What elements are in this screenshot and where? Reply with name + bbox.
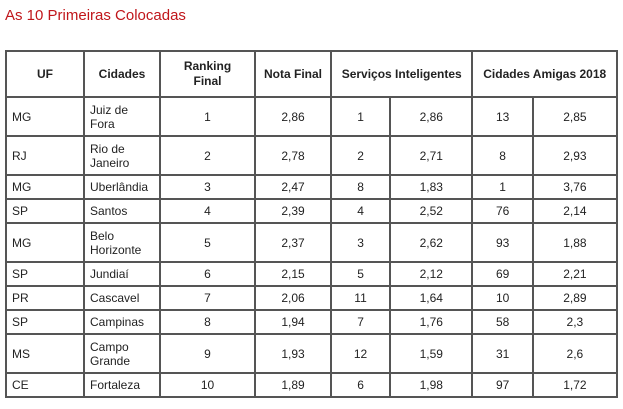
cell-amigas-nota: 2,85 — [531, 96, 619, 137]
cell-nota-final: 2,47 — [254, 174, 332, 200]
cell-ranking-final: 9 — [159, 333, 256, 374]
cell-servicos-nota: 2,86 — [389, 96, 474, 137]
cell-servicos-nota: 1,83 — [389, 174, 474, 200]
cell-servicos-rank: 11 — [329, 285, 392, 311]
cell-amigas-rank: 93 — [471, 222, 534, 263]
cell-amigas-rank: 10 — [471, 285, 534, 311]
cell-ranking-final: 2 — [159, 135, 256, 176]
cell-nota-final: 1,94 — [254, 309, 332, 335]
cell-amigas-rank: 76 — [471, 198, 534, 224]
cell-ranking-final: 10 — [159, 372, 256, 398]
cell-servicos-nota: 1,76 — [389, 309, 474, 335]
header-servicos-inteligentes: Serviços Inteligentes — [329, 50, 474, 98]
cell-uf: SP — [5, 261, 85, 287]
cell-uf: RJ — [5, 135, 85, 176]
cell-amigas-nota: 3,76 — [531, 174, 619, 200]
cell-nota-final: 2,15 — [254, 261, 332, 287]
cell-amigas-nota: 2,89 — [531, 285, 619, 311]
cell-city: Belo Horizonte — [83, 222, 161, 263]
header-ranking-final: Ranking Final — [159, 50, 256, 98]
cell-uf: PR — [5, 285, 85, 311]
cell-servicos-nota: 2,62 — [389, 222, 474, 263]
cell-nota-final: 2,39 — [254, 198, 332, 224]
header-nota-final: Nota Final — [254, 50, 332, 98]
cell-nota-final: 1,93 — [254, 333, 332, 374]
cell-amigas-rank: 97 — [471, 372, 534, 398]
cell-nota-final: 2,37 — [254, 222, 332, 263]
cell-servicos-rank: 6 — [329, 372, 392, 398]
cell-nota-final: 2,06 — [254, 285, 332, 311]
cell-servicos-rank: 7 — [329, 309, 392, 335]
table-row: SP Campinas 8 1,94 7 1,76 58 2,3 — [5, 309, 619, 335]
cell-servicos-rank: 4 — [329, 198, 392, 224]
cell-ranking-final: 5 — [159, 222, 256, 263]
cell-servicos-nota: 2,71 — [389, 135, 474, 176]
cell-uf: MG — [5, 96, 85, 137]
cell-amigas-rank: 1 — [471, 174, 534, 200]
cell-amigas-rank: 13 — [471, 96, 534, 137]
table-row: MG Uberlândia 3 2,47 8 1,83 1 3,76 — [5, 174, 619, 200]
table-row: SP Jundiaí 6 2,15 5 2,12 69 2,21 — [5, 261, 619, 287]
cell-amigas-rank: 69 — [471, 261, 534, 287]
cell-nota-final: 2,78 — [254, 135, 332, 176]
cell-servicos-nota: 2,52 — [389, 198, 474, 224]
cell-ranking-final: 8 — [159, 309, 256, 335]
cell-amigas-nota: 1,72 — [531, 372, 619, 398]
cell-amigas-nota: 2,3 — [531, 309, 619, 335]
cell-amigas-nota: 2,6 — [531, 333, 619, 374]
cell-uf: MG — [5, 222, 85, 263]
page-title: As 10 Primeiras Colocadas — [5, 7, 186, 24]
cell-amigas-rank: 31 — [471, 333, 534, 374]
cell-city: Jundiaí — [83, 261, 161, 287]
cell-nota-final: 2,86 — [254, 96, 332, 137]
header-cidades: Cidades — [83, 50, 161, 98]
cell-servicos-rank: 12 — [329, 333, 392, 374]
cell-amigas-nota: 1,88 — [531, 222, 619, 263]
table-row: RJ Rio de Janeiro 2 2,78 2 2,71 8 2,93 — [5, 135, 619, 176]
cell-servicos-nota: 2,12 — [389, 261, 474, 287]
cell-uf: MG — [5, 174, 85, 200]
cell-nota-final: 1,89 — [254, 372, 332, 398]
cell-servicos-nota: 1,59 — [389, 333, 474, 374]
cell-servicos-rank: 2 — [329, 135, 392, 176]
cell-servicos-rank: 1 — [329, 96, 392, 137]
cell-servicos-rank: 8 — [329, 174, 392, 200]
cell-city: Campinas — [83, 309, 161, 335]
cell-servicos-rank: 5 — [329, 261, 392, 287]
table-row: MS Campo Grande 9 1,93 12 1,59 31 2,6 — [5, 333, 619, 374]
cell-city: Rio de Janeiro — [83, 135, 161, 176]
table-row: PR Cascavel 7 2,06 11 1,64 10 2,89 — [5, 285, 619, 311]
header-cidades-amigas: Cidades Amigas 2018 — [471, 50, 618, 98]
cell-ranking-final: 7 — [159, 285, 256, 311]
cell-ranking-final: 1 — [159, 96, 256, 137]
cell-servicos-rank: 3 — [329, 222, 392, 263]
cell-city: Santos — [83, 198, 161, 224]
table-row: CE Fortaleza 10 1,89 6 1,98 97 1,72 — [5, 372, 619, 398]
cell-ranking-final: 3 — [159, 174, 256, 200]
header-uf: UF — [5, 50, 85, 98]
table-row: MG Juiz de Fora 1 2,86 1 2,86 13 2,85 — [5, 96, 619, 137]
cell-amigas-rank: 8 — [471, 135, 534, 176]
cell-amigas-nota: 2,14 — [531, 198, 619, 224]
cell-city: Juiz de Fora — [83, 96, 161, 137]
table-header-row: UF Cidades Ranking Final Nota Final Serv… — [5, 50, 618, 98]
table-row: MG Belo Horizonte 5 2,37 3 2,62 93 1,88 — [5, 222, 619, 263]
cell-uf: MS — [5, 333, 85, 374]
cell-city: Cascavel — [83, 285, 161, 311]
cell-city: Uberlândia — [83, 174, 161, 200]
cell-ranking-final: 4 — [159, 198, 256, 224]
cell-amigas-nota: 2,21 — [531, 261, 619, 287]
cell-servicos-nota: 1,64 — [389, 285, 474, 311]
cell-city: Campo Grande — [83, 333, 161, 374]
table-row: SP Santos 4 2,39 4 2,52 76 2,14 — [5, 198, 619, 224]
cell-ranking-final: 6 — [159, 261, 256, 287]
cell-amigas-nota: 2,93 — [531, 135, 619, 176]
cell-city: Fortaleza — [83, 372, 161, 398]
cell-uf: SP — [5, 198, 85, 224]
cell-amigas-rank: 58 — [471, 309, 534, 335]
ranking-table: UF Cidades Ranking Final Nota Final Serv… — [5, 50, 619, 398]
cell-uf: SP — [5, 309, 85, 335]
cell-uf: CE — [5, 372, 85, 398]
cell-servicos-nota: 1,98 — [389, 372, 474, 398]
